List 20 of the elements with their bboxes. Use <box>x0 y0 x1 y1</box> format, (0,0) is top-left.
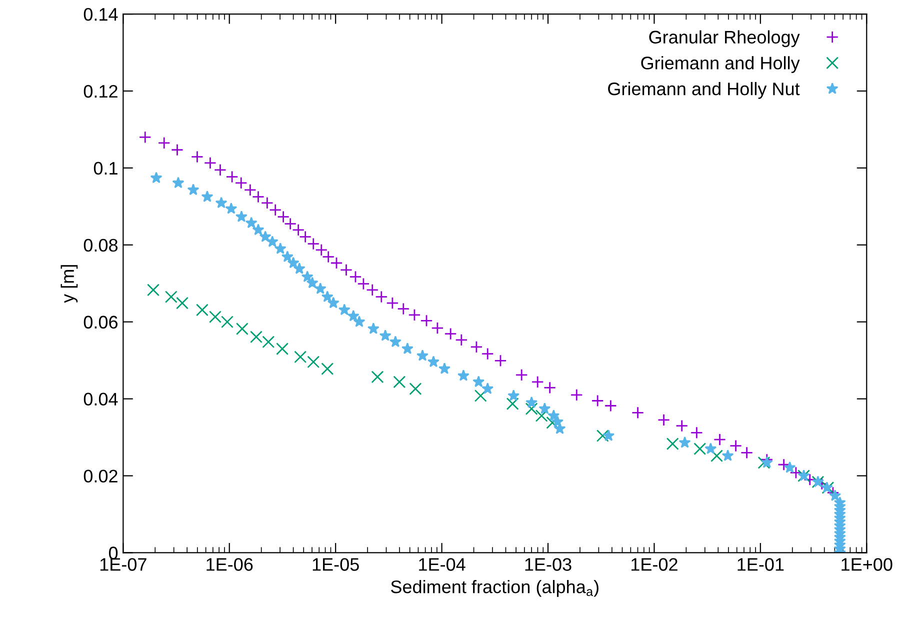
legend-label: Granular Rheology <box>649 30 800 48</box>
y-tick-label: 0.1 <box>94 162 118 175</box>
y-tick-label: 0.14 <box>84 8 118 21</box>
x-axis-title: Sediment fraction (alpha$_{a}$) <box>391 580 598 597</box>
x-tick-label: 1E-04 <box>419 558 466 571</box>
x-tick-label: 1E-07 <box>100 558 146 571</box>
legend-label: Griemann and Holly <box>641 56 800 73</box>
y-tick-label: 0.06 <box>84 316 118 329</box>
x-tick-label: 1E-01 <box>738 558 784 571</box>
y-tick-label: 0.04 <box>84 392 118 406</box>
x-tick-label: 1E-03 <box>525 558 572 571</box>
y-tick-label: 0.08 <box>84 238 118 252</box>
x-tick-label: 1E-02 <box>632 558 678 571</box>
y-axis-title: y [m] <box>60 265 78 303</box>
y-tick-label: 0.02 <box>84 470 118 482</box>
x-tick-label: 1E-05 <box>312 558 359 571</box>
x-tick-label: 1E+00 <box>842 558 892 571</box>
x-tick-label: 1E-06 <box>206 558 253 571</box>
y-tick-label: 0.12 <box>84 84 118 98</box>
legend-label: Griemann and Holly Nut <box>608 82 800 99</box>
